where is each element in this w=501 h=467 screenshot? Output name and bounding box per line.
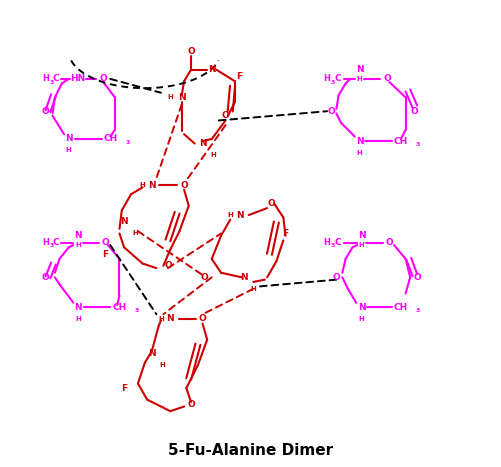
Text: H: H [356, 76, 362, 82]
Text: N: N [148, 181, 155, 190]
Text: H: H [250, 286, 256, 292]
Text: N: N [120, 218, 128, 226]
Text: O: O [187, 47, 194, 56]
Text: O: O [385, 238, 392, 247]
Text: F: F [282, 229, 288, 238]
Text: H: H [132, 230, 138, 235]
Text: C: C [53, 74, 60, 84]
Text: O: O [187, 400, 194, 409]
Text: F: F [236, 72, 242, 81]
Text: H: H [227, 212, 232, 218]
Text: O: O [382, 74, 390, 84]
Text: N: N [355, 137, 363, 146]
Text: N: N [240, 273, 247, 282]
Text: N: N [355, 65, 363, 74]
Text: 3: 3 [50, 243, 54, 248]
Text: N: N [65, 134, 73, 143]
Text: CH: CH [112, 303, 126, 312]
Text: N: N [74, 231, 82, 241]
Text: O: O [412, 273, 420, 282]
Text: H: H [323, 74, 330, 84]
Text: 3: 3 [415, 308, 419, 313]
Text: N: N [74, 303, 82, 312]
Text: H: H [158, 316, 163, 322]
Text: H: H [358, 242, 364, 248]
Text: H: H [356, 150, 362, 156]
Text: F: F [102, 250, 109, 259]
Text: 3: 3 [50, 80, 54, 85]
Text: 3: 3 [415, 142, 419, 147]
Text: 5-Fu-Alanine Dimer: 5-Fu-Alanine Dimer [168, 443, 333, 458]
Text: C: C [334, 238, 340, 247]
Text: 3: 3 [125, 140, 129, 145]
Text: O: O [42, 273, 50, 282]
Text: N: N [357, 231, 365, 241]
Text: N: N [198, 139, 206, 148]
Text: CH: CH [393, 137, 407, 146]
Text: N: N [235, 211, 243, 219]
Text: O: O [221, 111, 229, 120]
Text: F: F [121, 383, 127, 393]
Text: O: O [327, 107, 335, 116]
Text: N: N [207, 65, 215, 74]
Text: 3: 3 [330, 243, 335, 248]
Text: O: O [180, 181, 187, 190]
Text: N: N [166, 314, 174, 323]
Text: N: N [357, 303, 365, 312]
Text: H: H [42, 74, 49, 84]
Text: N: N [148, 349, 155, 358]
Text: H: H [66, 148, 72, 154]
Text: HN: HN [70, 74, 85, 84]
Text: O: O [332, 273, 340, 282]
Text: H: H [139, 182, 145, 188]
Text: H: H [323, 238, 330, 247]
Text: H: H [167, 94, 173, 100]
Text: N: N [178, 93, 185, 102]
Text: H: H [42, 238, 49, 247]
Text: H: H [75, 316, 81, 322]
Text: 3: 3 [330, 80, 335, 85]
Text: O: O [164, 262, 171, 270]
Text: H: H [210, 152, 215, 158]
Text: C: C [53, 238, 60, 247]
Text: O: O [200, 273, 208, 282]
Text: O: O [99, 74, 107, 84]
Text: H: H [159, 362, 165, 368]
Text: CH: CH [103, 134, 117, 143]
Text: H: H [75, 242, 81, 248]
Text: O: O [268, 199, 275, 208]
Text: O: O [198, 314, 206, 323]
Text: O: O [410, 107, 418, 116]
Text: 3: 3 [134, 308, 138, 313]
Text: O: O [42, 107, 50, 116]
Text: O: O [102, 238, 109, 247]
Text: CH: CH [393, 303, 407, 312]
Text: H: H [358, 316, 364, 322]
Text: C: C [334, 74, 340, 84]
